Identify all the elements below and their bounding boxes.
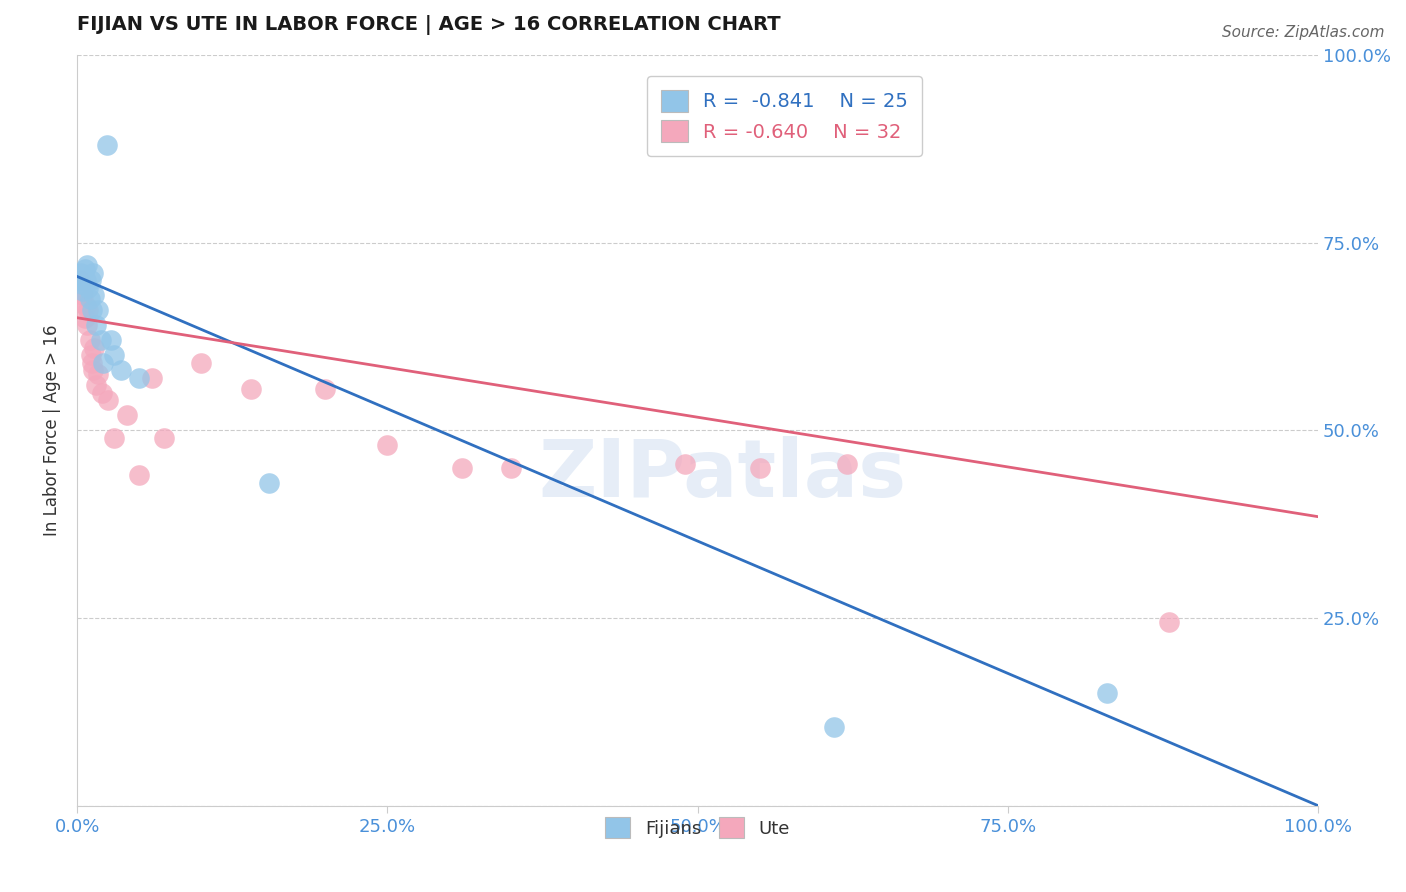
Point bbox=[1095, 686, 1118, 700]
Point bbox=[70, 277, 93, 291]
Point bbox=[239, 382, 262, 396]
Point bbox=[73, 262, 96, 277]
Point bbox=[100, 333, 122, 347]
Point bbox=[103, 431, 125, 445]
Point bbox=[79, 292, 101, 306]
Point bbox=[673, 457, 696, 471]
Point bbox=[314, 382, 336, 396]
Point bbox=[82, 266, 104, 280]
Point bbox=[1159, 615, 1181, 629]
Point bbox=[823, 720, 845, 734]
Point bbox=[128, 468, 150, 483]
Point bbox=[501, 461, 523, 475]
Point bbox=[83, 288, 105, 302]
Point bbox=[259, 475, 281, 490]
Point bbox=[128, 371, 150, 385]
Point bbox=[80, 273, 103, 287]
Point bbox=[90, 385, 112, 400]
Point bbox=[84, 378, 107, 392]
Point bbox=[69, 277, 91, 291]
Point bbox=[84, 318, 107, 333]
Point bbox=[72, 288, 94, 302]
Point bbox=[83, 341, 105, 355]
Point bbox=[80, 348, 103, 362]
Point bbox=[87, 367, 110, 381]
Text: ZIPatlas: ZIPatlas bbox=[538, 436, 907, 515]
Point bbox=[153, 431, 176, 445]
Point bbox=[91, 356, 114, 370]
Text: FIJIAN VS UTE IN LABOR FORCE | AGE > 16 CORRELATION CHART: FIJIAN VS UTE IN LABOR FORCE | AGE > 16 … bbox=[77, 15, 780, 35]
Point bbox=[141, 371, 163, 385]
Point bbox=[72, 285, 94, 299]
Point bbox=[96, 138, 118, 153]
Point bbox=[75, 273, 97, 287]
Point bbox=[79, 333, 101, 347]
Point bbox=[69, 273, 91, 287]
Point bbox=[69, 266, 91, 280]
Point bbox=[748, 461, 770, 475]
Point bbox=[90, 333, 112, 347]
Point bbox=[82, 363, 104, 377]
Point bbox=[80, 303, 103, 318]
Point bbox=[80, 356, 103, 370]
Point bbox=[69, 273, 91, 287]
Y-axis label: In Labor Force | Age > 16: In Labor Force | Age > 16 bbox=[44, 325, 60, 536]
Point bbox=[77, 303, 100, 318]
Point bbox=[835, 457, 858, 471]
Legend: Fijians, Ute: Fijians, Ute bbox=[598, 810, 797, 846]
Point bbox=[97, 393, 120, 408]
Point bbox=[190, 356, 212, 370]
Point bbox=[76, 318, 98, 333]
Point bbox=[87, 303, 110, 318]
Point bbox=[70, 295, 93, 310]
Point bbox=[76, 258, 98, 272]
Point bbox=[450, 461, 472, 475]
Point bbox=[75, 300, 97, 314]
Text: Source: ZipAtlas.com: Source: ZipAtlas.com bbox=[1222, 25, 1385, 40]
Point bbox=[110, 363, 132, 377]
Point bbox=[103, 348, 125, 362]
Point bbox=[73, 310, 96, 325]
Point bbox=[377, 438, 399, 452]
Point bbox=[77, 281, 100, 295]
Point bbox=[115, 409, 138, 423]
